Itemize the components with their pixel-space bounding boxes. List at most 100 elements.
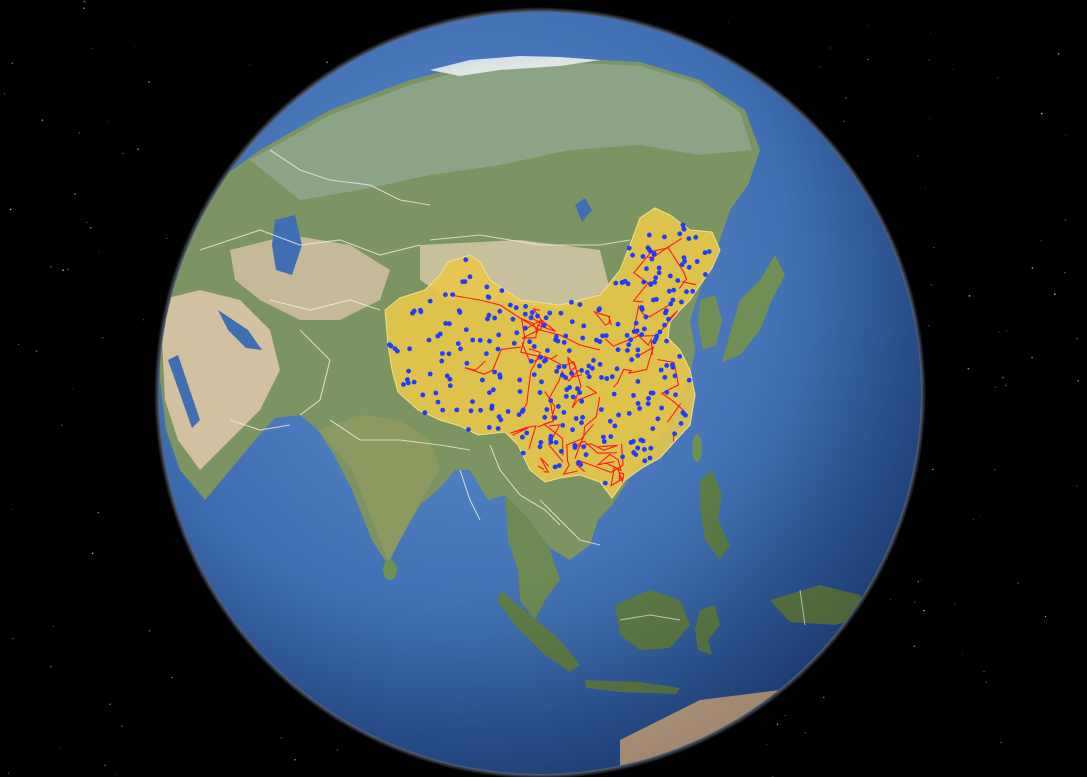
star xyxy=(87,156,88,158)
star xyxy=(843,120,845,122)
star xyxy=(91,552,94,555)
star xyxy=(920,579,922,581)
star xyxy=(928,118,930,120)
star xyxy=(913,645,916,648)
star xyxy=(336,749,339,751)
star xyxy=(829,47,831,49)
star xyxy=(766,744,768,746)
star xyxy=(968,295,971,297)
star xyxy=(727,22,729,24)
star xyxy=(845,97,847,99)
star xyxy=(9,208,12,211)
star xyxy=(62,269,64,272)
star xyxy=(98,251,100,253)
star xyxy=(294,759,296,761)
star xyxy=(67,268,69,270)
star xyxy=(90,227,92,229)
star xyxy=(1031,267,1034,269)
star xyxy=(83,0,86,3)
star xyxy=(3,93,6,95)
star xyxy=(1053,293,1056,296)
star xyxy=(867,25,869,27)
star xyxy=(994,386,997,388)
star xyxy=(326,61,329,64)
star xyxy=(994,468,996,471)
star xyxy=(124,527,126,528)
star xyxy=(972,519,974,521)
star xyxy=(11,62,14,65)
star xyxy=(143,319,145,321)
star xyxy=(56,51,57,53)
star xyxy=(171,676,173,679)
star xyxy=(867,58,869,61)
star xyxy=(917,581,919,583)
star xyxy=(998,331,1000,333)
star xyxy=(967,367,970,370)
star xyxy=(1065,134,1067,136)
globe-shading xyxy=(159,12,921,774)
star xyxy=(928,59,930,61)
star xyxy=(52,626,54,628)
star xyxy=(914,601,916,603)
star xyxy=(1005,384,1007,387)
star xyxy=(107,120,109,122)
star xyxy=(997,77,999,79)
star xyxy=(49,265,52,268)
globe xyxy=(154,7,926,777)
star xyxy=(148,80,150,83)
star xyxy=(78,132,81,134)
star xyxy=(137,148,139,150)
star xyxy=(1040,112,1043,115)
star xyxy=(804,731,807,734)
star xyxy=(1002,376,1004,379)
star xyxy=(1057,52,1060,55)
star xyxy=(1064,219,1067,222)
star xyxy=(71,388,73,390)
star xyxy=(121,725,123,727)
star xyxy=(933,246,935,249)
star xyxy=(776,723,779,725)
star xyxy=(924,188,926,190)
star xyxy=(35,350,38,353)
star xyxy=(961,653,963,655)
star xyxy=(823,696,825,699)
star xyxy=(50,665,52,668)
star xyxy=(280,737,282,739)
star xyxy=(101,336,104,339)
star xyxy=(979,515,981,517)
star xyxy=(928,325,930,327)
star xyxy=(1006,3,1007,4)
star xyxy=(784,714,786,716)
star xyxy=(60,424,63,426)
star xyxy=(166,237,168,239)
star xyxy=(1064,271,1066,274)
star xyxy=(1006,330,1008,332)
star xyxy=(121,152,124,155)
star xyxy=(930,284,933,286)
star xyxy=(104,764,106,766)
star xyxy=(92,48,93,49)
star xyxy=(249,64,251,66)
star xyxy=(1077,380,1079,382)
star xyxy=(1031,356,1033,359)
star xyxy=(952,69,954,70)
star xyxy=(1076,338,1078,340)
star xyxy=(114,774,116,775)
star xyxy=(86,221,88,224)
star xyxy=(12,637,14,640)
star xyxy=(985,681,988,683)
star xyxy=(148,630,151,632)
star xyxy=(932,468,934,471)
star xyxy=(1044,615,1047,618)
star xyxy=(930,32,931,33)
star xyxy=(1000,741,1002,744)
starfield xyxy=(3,0,1079,777)
star xyxy=(7,772,10,774)
star xyxy=(97,511,100,514)
star xyxy=(1040,240,1042,242)
star xyxy=(819,65,822,68)
star xyxy=(59,747,61,749)
star xyxy=(74,193,76,195)
